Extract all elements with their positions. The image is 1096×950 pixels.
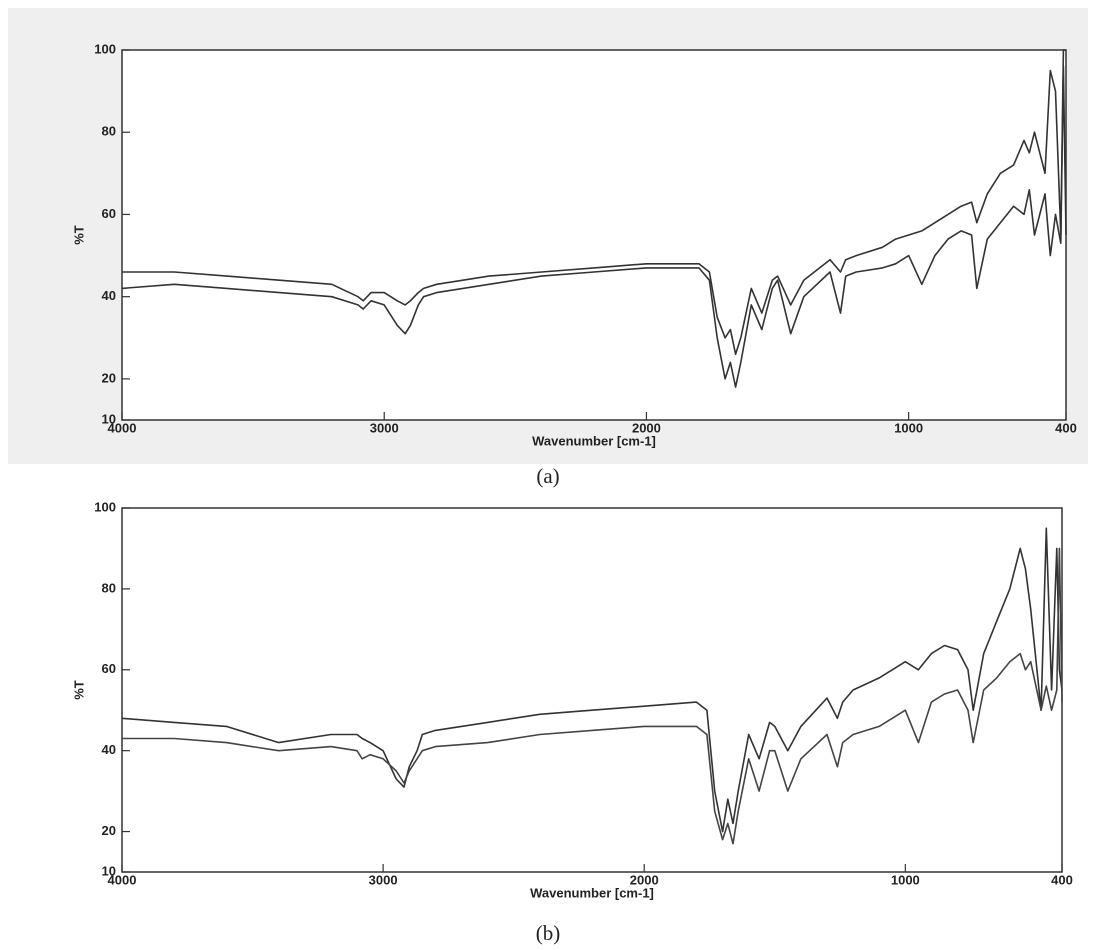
x-tick-label: 4000: [108, 420, 137, 435]
y-tick-label: 10: [102, 863, 116, 878]
x-tick-label: 3000: [370, 420, 399, 435]
spectrum-line: [122, 49, 1066, 355]
x-tick-label: 1000: [894, 420, 923, 435]
y-tick-label: 10: [102, 411, 116, 426]
caption: (a): [536, 464, 559, 488]
x-tick-label: 400: [1051, 872, 1073, 887]
y-tick-label: 80: [102, 580, 116, 595]
y-tick-label: 80: [102, 124, 116, 139]
plot-area: [121, 49, 1067, 421]
spectrum-line: [121, 65, 1067, 388]
y-axis-label: %T: [71, 225, 86, 245]
y-tick-label: 40: [102, 742, 116, 757]
y-tick-label: 40: [102, 288, 116, 303]
caption: (b): [536, 921, 561, 945]
plot-area: [121, 507, 1063, 873]
x-axis-label: Wavenumber [cm-1]: [532, 433, 656, 448]
x-axis-label: Wavenumber [cm-1]: [530, 885, 654, 900]
x-tick-label: 4000: [108, 872, 137, 887]
x-tick-label: 3000: [369, 872, 398, 887]
x-tick-label: 2000: [632, 420, 661, 435]
y-tick-label: 20: [102, 823, 116, 838]
y-tick-label: 20: [102, 370, 116, 385]
spectrum-line: [121, 527, 1063, 833]
y-tick-label: 60: [102, 661, 116, 676]
y-tick-label: 60: [102, 206, 116, 221]
y-axis-label: %T: [71, 680, 86, 700]
x-tick-label: 2000: [630, 872, 659, 887]
spectrum-line: [122, 547, 1063, 845]
y-tick-label: 100: [94, 41, 116, 56]
x-tick-label: 1000: [891, 872, 920, 887]
x-tick-label: 400: [1055, 420, 1077, 435]
y-tick-label: 100: [94, 499, 116, 514]
